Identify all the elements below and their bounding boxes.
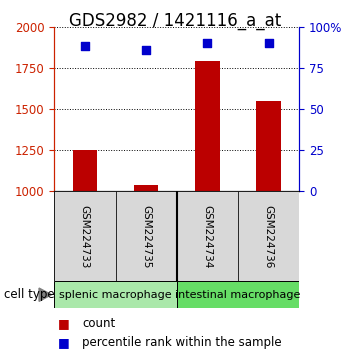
Text: GSM224736: GSM224736 <box>264 205 274 268</box>
Bar <box>134 184 158 191</box>
Point <box>266 40 272 46</box>
Text: GSM224734: GSM224734 <box>202 205 212 268</box>
Text: GSM224733: GSM224733 <box>80 205 90 268</box>
Point <box>82 44 88 49</box>
Text: GSM224735: GSM224735 <box>141 205 151 268</box>
Point <box>204 40 210 46</box>
Text: count: count <box>82 317 116 330</box>
Bar <box>238 191 299 281</box>
Text: ■: ■ <box>58 336 70 349</box>
Text: intestinal macrophage: intestinal macrophage <box>175 290 301 300</box>
Bar <box>54 281 177 308</box>
Polygon shape <box>39 288 51 301</box>
Text: splenic macrophage: splenic macrophage <box>59 290 172 300</box>
Bar <box>73 150 97 191</box>
Text: cell type: cell type <box>4 288 54 301</box>
Text: percentile rank within the sample: percentile rank within the sample <box>82 336 282 349</box>
Bar <box>195 61 220 191</box>
Bar <box>177 191 238 281</box>
Bar <box>116 191 177 281</box>
Bar <box>256 102 281 191</box>
Bar <box>54 191 116 281</box>
Point <box>144 47 149 52</box>
Bar <box>177 281 299 308</box>
Text: GDS2982 / 1421116_a_at: GDS2982 / 1421116_a_at <box>69 12 281 30</box>
Text: ■: ■ <box>58 317 70 330</box>
